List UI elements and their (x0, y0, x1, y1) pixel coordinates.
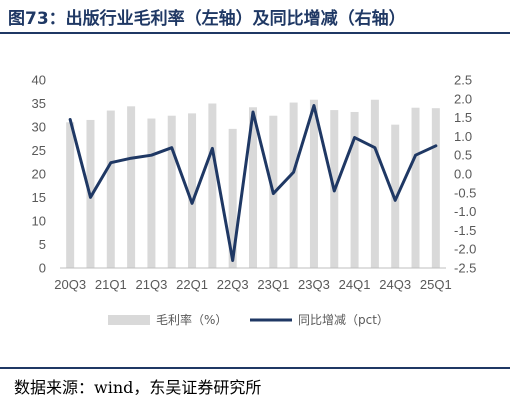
bar-21Q4 (167, 115, 176, 268)
left-tick-label: 10 (32, 214, 46, 229)
legend-line-label: 同比增减（pct） (298, 313, 389, 327)
x-tick-label: 24Q1 (339, 277, 371, 292)
line-series (68, 104, 438, 262)
right-tick-label: 2.0 (454, 91, 472, 106)
bar-22Q1 (188, 113, 197, 269)
x-tick-label: 23Q1 (257, 277, 289, 292)
left-tick-label: 35 (32, 96, 46, 111)
bar-23Q3 (309, 99, 318, 269)
right-tick-label: 0.5 (454, 148, 472, 163)
x-tick-label: 20Q3 (54, 277, 86, 292)
bar-23Q2 (289, 102, 298, 268)
bar-22Q2 (208, 103, 217, 268)
left-tick-label: 5 (39, 237, 46, 252)
left-tick-label: 20 (32, 167, 46, 182)
x-axis-ticks: 20Q3 21Q1 21Q3 22Q1 22Q3 23Q1 23Q3 24Q1 24Q3 25Q1 (54, 277, 451, 292)
right-axis-ticks: -2.5 -2.0 -1.5 -1.0 -0.5 0.0 0.5 1.0 1.5 2.0 2.5 (454, 73, 476, 276)
bar-21Q2 (127, 106, 136, 268)
title-rule (0, 32, 510, 34)
x-tick-label: 25Q1 (420, 277, 452, 292)
right-tick-label: -0.5 (454, 185, 476, 200)
legend: 毛利率（%） 同比增减（pct） (108, 312, 389, 327)
bar-series (66, 99, 440, 269)
right-tick-label: 0.0 (454, 167, 472, 182)
source-note: 数据来源：wind，东吴证券研究所 (14, 378, 262, 397)
figure-title: 图73：出版行业毛利率（左轴）及同比增减（右轴） (8, 9, 406, 29)
legend-bar-swatch (108, 315, 150, 325)
left-tick-label: 25 (32, 143, 46, 158)
bar-24Q2 (370, 99, 379, 269)
bar-24Q4 (411, 107, 420, 268)
x-tick-label: 24Q3 (379, 277, 411, 292)
right-tick-label: -1.5 (454, 223, 476, 238)
right-tick-label: 1.0 (454, 129, 472, 144)
bar-21Q1 (106, 110, 115, 268)
left-tick-label: 0 (39, 261, 46, 276)
bar-22Q3 (228, 128, 237, 268)
right-tick-label: -1.0 (454, 204, 476, 219)
left-tick-label: 15 (32, 190, 46, 205)
x-tick-label: 21Q3 (136, 277, 168, 292)
x-tick-label: 22Q3 (217, 277, 249, 292)
bar-20Q3 (66, 122, 75, 268)
x-tick-label: 23Q3 (298, 277, 330, 292)
right-tick-label: -2.0 (454, 242, 476, 257)
legend-bar-label: 毛利率（%） (156, 312, 227, 327)
left-tick-label: 40 (32, 73, 46, 88)
chart: 0 5 10 15 20 25 30 35 40 -2.5 -2.0 -1.5 -1.0 -0.5 0.0… (32, 73, 477, 328)
right-tick-label: 1.5 (454, 110, 472, 125)
x-tick-label: 21Q1 (95, 277, 127, 292)
x-tick-label: 22Q1 (176, 277, 208, 292)
left-tick-label: 30 (32, 120, 46, 135)
source-rule (0, 367, 510, 369)
right-tick-label: 2.5 (454, 73, 472, 88)
bar-24Q1 (350, 111, 359, 269)
bar-21Q3 (147, 118, 156, 268)
left-axis-ticks: 0 5 10 15 20 25 30 35 40 (32, 73, 46, 276)
bar-25Q1 (431, 108, 440, 268)
right-tick-label: -2.5 (454, 261, 476, 276)
bar-22Q4 (249, 107, 257, 268)
